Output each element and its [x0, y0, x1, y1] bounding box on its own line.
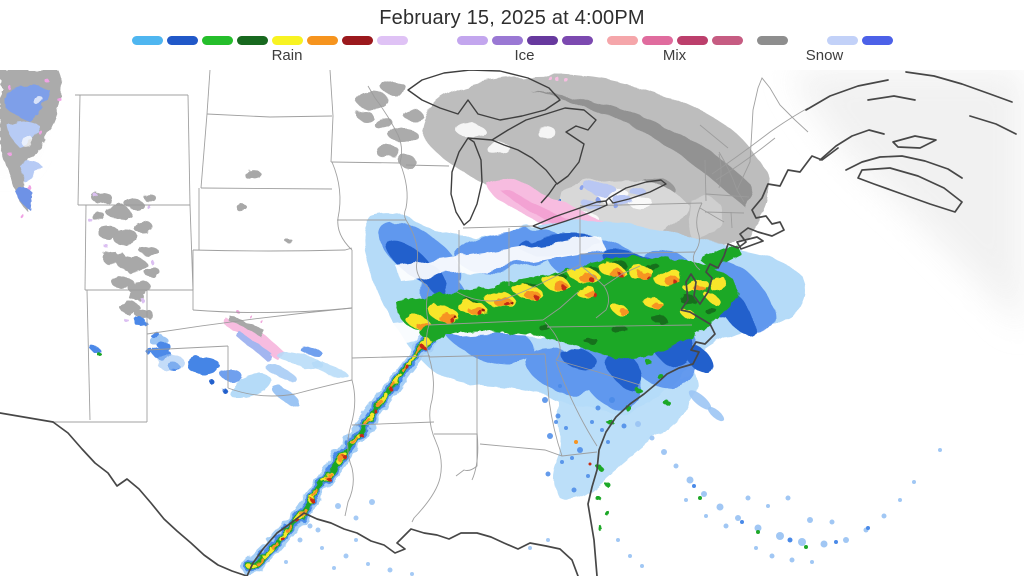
state-borders: [53, 70, 809, 523]
legend-swatch: [306, 36, 338, 45]
legend-swatches-rain: [131, 36, 443, 45]
legend-swatch: [826, 36, 858, 45]
legend-swatch: [236, 36, 268, 45]
legend-swatch: [791, 36, 823, 45]
legend-label-rain: Rain: [271, 47, 303, 64]
legend-group-rain: Rain: [131, 36, 443, 64]
legend-swatch: [676, 36, 708, 45]
legend-swatch: [491, 36, 523, 45]
legend-swatch: [131, 36, 163, 45]
radar-map-svg: [0, 70, 1024, 576]
legend-swatch: [456, 36, 488, 45]
legend-swatch: [201, 36, 233, 45]
map-title: February 15, 2025 at 4:00PM: [379, 7, 645, 29]
legend-swatch: [756, 36, 788, 45]
northwest-snow: [0, 70, 62, 218]
legend-swatch: [376, 36, 408, 45]
legend-swatch: [606, 36, 638, 45]
great-lakes-outlines: [407, 70, 667, 230]
precip-type-legend: Rain Ice Mix Snow: [0, 36, 1024, 64]
legend-swatch: [166, 36, 198, 45]
legend-swatch: [411, 36, 443, 45]
legend-group-ice: Ice: [456, 36, 593, 64]
legend-label-mix: Mix: [662, 47, 687, 64]
legend-swatches-mix: [606, 36, 743, 45]
legend-swatch: [561, 36, 593, 45]
plains-mix-streak: [153, 310, 349, 407]
legend-swatch: [641, 36, 673, 45]
map-header: February 15, 2025 at 4:00PM Rain Ice Mix Sn…: [0, 0, 1024, 70]
weather-map: [0, 70, 1024, 576]
legend-swatch: [526, 36, 558, 45]
legend-group-mix: Mix: [606, 36, 743, 64]
legend-label-snow: Snow: [805, 47, 844, 64]
legend-swatches-snow: [756, 36, 893, 45]
legend-swatches-ice: [456, 36, 593, 45]
legend-group-snow: Snow: [756, 36, 893, 64]
scattered-showers: [284, 384, 942, 576]
legend-swatch: [711, 36, 743, 45]
legend-swatch: [341, 36, 373, 45]
legend-swatch: [271, 36, 303, 45]
legend-label-ice: Ice: [514, 47, 535, 64]
rockies-snow: [88, 170, 292, 356]
atlantic-ocean-tint: [790, 70, 1024, 330]
squall-line: [242, 324, 444, 576]
coastlines: [0, 71, 1017, 576]
legend-swatch: [861, 36, 893, 45]
